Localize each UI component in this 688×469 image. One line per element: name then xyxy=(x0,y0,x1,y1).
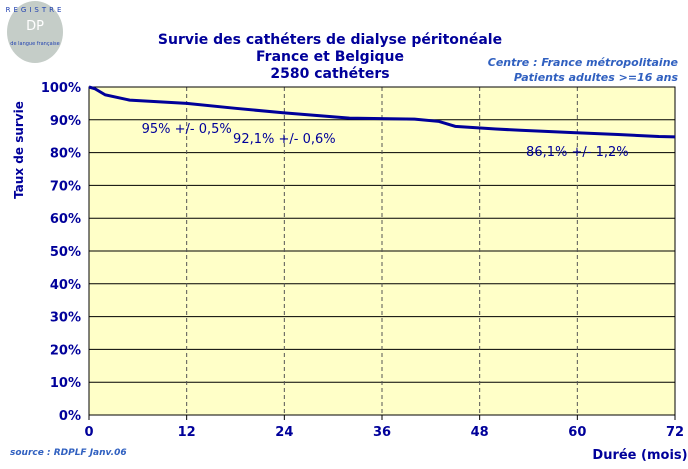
registre-logo: DP REGISTRE de langue française xyxy=(6,1,65,63)
x-tick-label: 12 xyxy=(178,425,196,440)
title-line-2: France et Belgique xyxy=(256,49,404,65)
annotation-label: 86,1% +/- 1,2% xyxy=(526,145,629,160)
title-line-1: Survie des cathéters de dialyse péritoné… xyxy=(157,32,503,48)
centre-note-line: Patients adultes >=16 ans xyxy=(513,71,678,84)
y-tick-label: 0% xyxy=(59,409,81,424)
survival-curve xyxy=(88,85,676,139)
y-tick-label: 20% xyxy=(50,343,81,358)
title-line-3: 2580 cathéters xyxy=(270,66,390,82)
y-tick-label: 60% xyxy=(50,212,81,227)
x-axis-label: Durée (mois) xyxy=(592,448,687,463)
y-tick-label: 70% xyxy=(50,179,81,194)
x-tick-label: 48 xyxy=(471,425,489,440)
chart-title: Survie des cathéters de dialyse péritoné… xyxy=(150,32,510,83)
svg-text:DP: DP xyxy=(26,19,44,34)
x-tick-label: 0 xyxy=(84,425,93,440)
x-tick-label: 60 xyxy=(568,425,586,440)
y-tick-label: 50% xyxy=(50,245,81,260)
svg-text:de langue française: de langue française xyxy=(10,41,59,47)
y-tick-label: 100% xyxy=(41,81,81,96)
annotation-label: 95% +/- 0,5% xyxy=(142,122,232,137)
y-tick-label: 40% xyxy=(50,278,81,293)
x-tick-label: 24 xyxy=(275,425,293,440)
y-axis-label: Taux de survie xyxy=(12,101,26,199)
y-tick-label: 80% xyxy=(50,147,81,162)
centre-note: Centre : France métropolitaine Patients … xyxy=(488,55,678,85)
y-tick-label: 10% xyxy=(50,376,81,391)
source-note: source : RDPLF Janv.06 xyxy=(10,448,127,458)
y-tick-label: 90% xyxy=(50,114,81,129)
y-tick-label: 30% xyxy=(50,311,81,326)
svg-text:REGISTRE: REGISTRE xyxy=(6,6,65,14)
annotation-label: 92,1% +/- 0,6% xyxy=(233,132,336,147)
x-tick-label: 36 xyxy=(373,425,391,440)
centre-note-line: Centre : France métropolitaine xyxy=(487,56,678,69)
x-tick-label: 72 xyxy=(666,425,684,440)
plot-border xyxy=(88,86,676,416)
